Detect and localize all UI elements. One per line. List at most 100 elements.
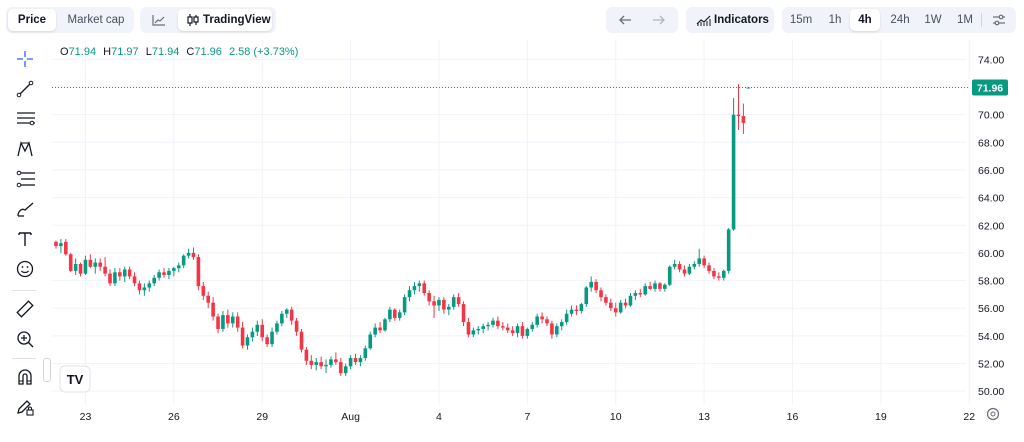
candle-body [707, 265, 711, 271]
ruler-tool[interactable] [10, 296, 40, 322]
sliders-icon [993, 14, 1005, 26]
candle [201, 281, 206, 300]
candle-body [584, 287, 589, 305]
candle [653, 280, 657, 292]
candle [623, 298, 628, 309]
projection-tool[interactable] [10, 166, 40, 192]
candle-body [599, 290, 603, 298]
time-tick-label: 16 [787, 411, 799, 423]
undo-button[interactable] [610, 9, 640, 31]
candle-body [132, 276, 137, 284]
candle-body [658, 283, 662, 289]
candle [127, 266, 132, 280]
candle [402, 294, 407, 316]
candle-body [167, 270, 171, 276]
candle-body [520, 326, 525, 336]
redo-button[interactable] [644, 9, 674, 31]
candle [412, 281, 417, 295]
candle-body [329, 359, 333, 365]
candle [314, 357, 319, 371]
candle-body [211, 302, 215, 317]
indicators-button[interactable]: Indicators [686, 7, 774, 33]
candle-body [299, 331, 304, 350]
candle [633, 290, 638, 300]
candles [54, 84, 751, 376]
tab-price[interactable]: Price [8, 9, 56, 31]
price-tick-label: 56.00 [978, 303, 1004, 315]
candle-body [540, 316, 544, 320]
price-tick-label: 62.00 [978, 220, 1004, 232]
pattern-tool[interactable] [10, 136, 40, 162]
candle-body [609, 302, 613, 309]
interval-1m[interactable]: 1M [957, 14, 973, 26]
lock-drawings-tool[interactable] [10, 394, 40, 420]
candle-body [142, 287, 147, 291]
interval-24h[interactable]: 24h [890, 14, 910, 26]
zoom-in-tool[interactable] [10, 326, 40, 352]
candle-body [402, 297, 407, 313]
candle-body [427, 293, 431, 302]
candle [392, 308, 397, 321]
ohlc-legend: O71.94 H71.97 L71.94 C71.96 2.58 (+3.73%… [60, 46, 298, 58]
candle-body [68, 254, 73, 271]
tradingview-label: TradingView [203, 14, 271, 26]
candle [216, 313, 220, 334]
tradingview-button[interactable]: TradingView [178, 9, 272, 31]
candle [672, 259, 677, 270]
candle [741, 103, 746, 135]
candle [378, 322, 382, 334]
trend-line-tool[interactable] [10, 76, 40, 102]
crosshair-tool[interactable] [10, 46, 40, 72]
candle [604, 294, 608, 306]
candle [265, 334, 269, 347]
candle [383, 317, 387, 332]
candle [196, 254, 201, 291]
toolbar-divider [12, 290, 36, 291]
candle-body [476, 328, 481, 331]
candle [442, 297, 446, 314]
interval-4h[interactable]: 4h [850, 9, 880, 31]
candle [284, 308, 289, 318]
candle-body [294, 320, 299, 332]
candle [594, 279, 598, 294]
text-tool[interactable] [10, 226, 40, 252]
emoji-tool[interactable] [10, 256, 40, 282]
candle [280, 310, 284, 327]
candle-body [412, 286, 417, 291]
candle [181, 254, 186, 269]
magnet-tool[interactable] [10, 364, 40, 390]
emoji-icon [16, 260, 34, 278]
toolbar-collapse-handle[interactable] [43, 358, 51, 382]
candle-body [216, 316, 220, 329]
candle [240, 322, 245, 349]
horizontal-lines-tool[interactable] [10, 106, 40, 132]
candle-body [378, 327, 382, 331]
candle [643, 283, 647, 296]
chart-settings-button[interactable] [986, 9, 1012, 31]
candle-body [363, 348, 368, 358]
interval-1h[interactable]: 1h [828, 14, 842, 26]
candle [663, 283, 667, 292]
interval-15m[interactable]: 15m [789, 14, 813, 26]
candle [466, 317, 471, 338]
close-label: C [186, 46, 195, 58]
candle-body [496, 320, 500, 327]
time-tick-label: 29 [256, 411, 268, 423]
candle-body [505, 327, 510, 331]
brush-tool[interactable] [10, 196, 40, 222]
indicators-label: Indicators [714, 14, 769, 26]
candle-body [510, 330, 515, 334]
candle [648, 281, 652, 291]
candle [471, 327, 476, 338]
candle [712, 268, 716, 280]
tab-market-cap[interactable]: Market cap [67, 14, 125, 26]
candle-body [162, 272, 166, 276]
candle [64, 239, 68, 256]
interval-1w[interactable]: 1W [924, 14, 942, 26]
pattern-icon [17, 141, 33, 157]
line-chart-button[interactable] [144, 9, 174, 31]
candle-body [230, 316, 235, 324]
candle [73, 258, 78, 276]
candle-body [289, 309, 294, 321]
